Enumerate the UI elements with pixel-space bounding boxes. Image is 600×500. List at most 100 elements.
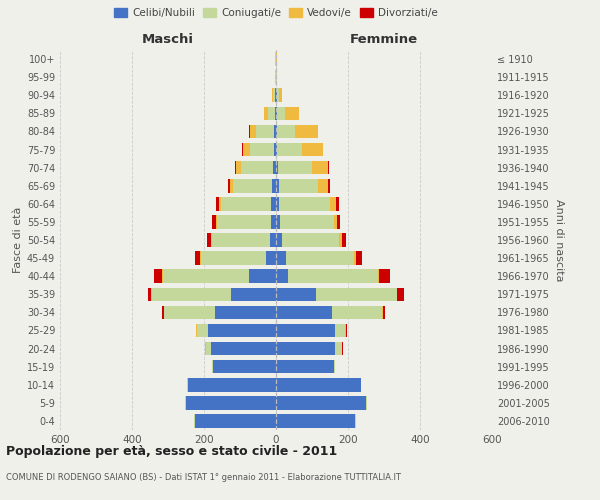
Bar (230, 179, 233, 192)
Bar (229, 179, 230, 192)
Bar (278, 161, 313, 174)
Bar (279, 197, 329, 210)
Bar (275, 88, 276, 102)
Bar (277, 106, 285, 120)
Bar (335, 324, 346, 338)
Bar (286, 252, 355, 265)
Text: Maschi: Maschi (142, 34, 194, 46)
Bar (356, 252, 362, 265)
Bar (216, 197, 219, 210)
Bar (334, 360, 335, 374)
Bar (276, 378, 361, 392)
Bar (194, 414, 195, 428)
Bar (211, 233, 212, 247)
Bar (185, 396, 186, 409)
Bar (216, 215, 217, 228)
Bar (206, 342, 211, 355)
Bar (250, 142, 274, 156)
Bar (271, 197, 276, 210)
Bar (346, 324, 347, 338)
Bar (212, 360, 213, 374)
Text: Femmine: Femmine (350, 34, 418, 46)
Bar (162, 306, 164, 319)
Text: Popolazione per età, sesso e stato civile - 2011: Popolazione per età, sesso e stato civil… (6, 445, 337, 458)
Bar (221, 197, 271, 210)
Bar (276, 88, 277, 102)
Bar (164, 306, 215, 319)
Bar (340, 233, 342, 247)
Bar (197, 324, 208, 338)
Bar (162, 270, 163, 283)
Bar (334, 215, 337, 228)
Bar (397, 288, 404, 301)
Bar (276, 197, 279, 210)
Bar (383, 306, 385, 319)
Bar (313, 161, 328, 174)
Bar (302, 142, 323, 156)
Bar (208, 324, 276, 338)
Bar (272, 88, 274, 102)
Bar (274, 124, 276, 138)
Bar (382, 306, 383, 319)
Bar (329, 197, 336, 210)
Bar (355, 252, 356, 265)
Bar (272, 179, 276, 192)
Bar (250, 124, 256, 138)
Bar (335, 342, 342, 355)
Bar (269, 233, 276, 247)
Bar (337, 215, 340, 228)
Bar (276, 142, 277, 156)
Bar (276, 360, 334, 374)
Bar (206, 233, 211, 247)
Bar (233, 179, 272, 192)
Bar (276, 106, 277, 120)
Bar (211, 342, 276, 355)
Bar (276, 124, 277, 138)
Bar (276, 288, 316, 301)
Bar (151, 288, 152, 301)
Bar (336, 197, 338, 210)
Bar (276, 215, 280, 228)
Bar (274, 142, 276, 156)
Bar (277, 142, 302, 156)
Bar (276, 342, 335, 355)
Bar (235, 161, 236, 174)
Bar (201, 252, 266, 265)
Bar (318, 179, 328, 192)
Bar (241, 161, 273, 174)
Bar (212, 215, 216, 228)
Bar (266, 252, 276, 265)
Bar (276, 324, 335, 338)
Bar (328, 161, 329, 174)
Bar (215, 306, 276, 319)
Bar (275, 106, 276, 120)
Bar (355, 414, 356, 428)
Bar (276, 252, 286, 265)
Y-axis label: Fasce di età: Fasce di età (13, 207, 23, 273)
Bar (276, 414, 355, 428)
Bar (280, 215, 334, 228)
Bar (342, 233, 346, 247)
Bar (271, 215, 276, 228)
Bar (200, 252, 201, 265)
Bar (277, 88, 279, 102)
Bar (276, 161, 278, 174)
Bar (268, 106, 275, 120)
Bar (287, 270, 377, 283)
Bar (366, 396, 367, 409)
Bar (213, 360, 276, 374)
Bar (273, 161, 276, 174)
Bar (328, 179, 329, 192)
Bar (332, 306, 382, 319)
Bar (377, 270, 379, 283)
Bar (195, 414, 276, 428)
Legend: Celibi/Nubili, Coniugati/e, Vedovi/e, Divorziati/e: Celibi/Nubili, Coniugati/e, Vedovi/e, Di… (110, 4, 442, 22)
Text: COMUNE DI RODENGO SAIANO (BS) - Dati ISTAT 1° gennaio 2011 - Elaborazione TUTTIT: COMUNE DI RODENGO SAIANO (BS) - Dati IST… (6, 472, 401, 482)
Bar (282, 233, 340, 247)
Bar (187, 378, 188, 392)
Bar (277, 124, 295, 138)
Bar (265, 106, 268, 120)
Bar (154, 270, 162, 283)
Bar (242, 142, 250, 156)
Bar (163, 270, 249, 283)
